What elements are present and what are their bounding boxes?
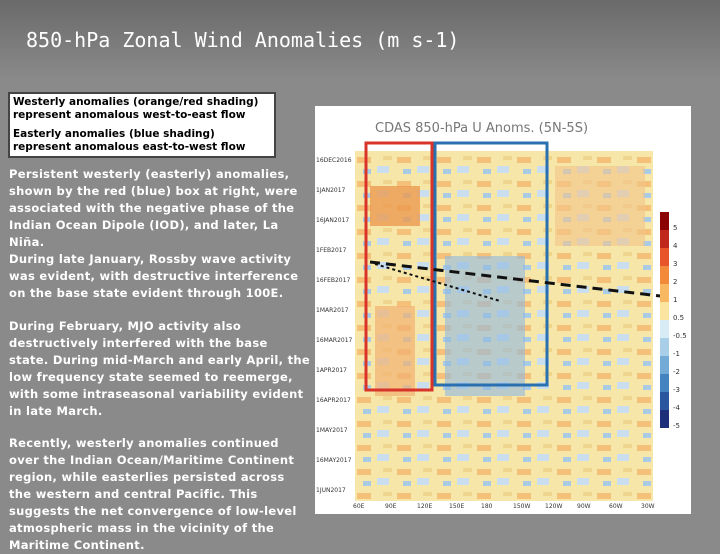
- colorbar-swatch: [660, 284, 669, 302]
- legend-line: Easterly anomalies (blue shading) repres…: [13, 128, 246, 153]
- colorbar-label: -4: [673, 404, 681, 412]
- legend-box: Westerly anomalies (orange/red shading) …: [8, 92, 276, 158]
- longitude-label: 60E: [353, 503, 365, 510]
- colorbar-label: 1: [673, 296, 677, 304]
- figure-title: CDAS 850-hPa U Anoms. (5N-5S): [375, 121, 588, 136]
- date-label: 1MAR2017: [316, 307, 349, 314]
- colorbar-label: -2: [673, 368, 680, 376]
- date-label: 16FEB2017: [316, 277, 350, 284]
- date-label: 16JAN2017: [316, 217, 349, 224]
- date-label: 1APR2017: [316, 367, 347, 374]
- colorbar-swatch: [660, 410, 669, 428]
- date-label: 1JAN2017: [316, 187, 346, 194]
- longitude-label: 90W: [577, 503, 591, 510]
- colorbar-swatch: [660, 356, 669, 374]
- longitude-label: 120E: [417, 503, 432, 510]
- colorbar-label: 0.5: [673, 314, 684, 322]
- longitude-label: 60W: [609, 503, 623, 510]
- shading: [555, 166, 645, 246]
- longitude-label: 120W: [545, 503, 562, 510]
- colorbar-swatch: [660, 266, 669, 284]
- wave-line: [374, 263, 501, 302]
- colorbar-swatch: [660, 230, 669, 248]
- date-label: 16APR2017: [316, 397, 351, 404]
- colorbar-swatch: [660, 212, 669, 230]
- colorbar-label: 5: [673, 224, 677, 232]
- colorbar-label: -1: [673, 350, 680, 358]
- title-band: [0, 0, 720, 80]
- hovmoller-figure: CDAS 850-hPa U Anoms. (5N-5S) 5 4 3 2 1 0.5 -0…: [315, 106, 691, 514]
- longitude-label: 30W: [641, 503, 655, 510]
- legend-line: Westerly anomalies (orange/red shading) …: [13, 96, 259, 121]
- date-label: 1MAY2017: [316, 427, 348, 434]
- date-label: 16MAY2017: [316, 457, 352, 464]
- wave-line: [369, 260, 661, 298]
- colorbar-label: 2: [673, 278, 677, 286]
- colorbar-swatch: [660, 392, 669, 410]
- colorbar-label: -3: [673, 386, 680, 394]
- colorbar-label: -0.5: [673, 332, 687, 340]
- shading: [370, 186, 420, 226]
- paragraph: Recently, westerly anomalies continued o…: [9, 436, 297, 552]
- shading: [375, 306, 415, 396]
- date-label: 1JUN2017: [316, 487, 346, 494]
- colorbar-swatch: [660, 374, 669, 392]
- westerly-box: [364, 141, 434, 392]
- easterly-box: [433, 141, 549, 387]
- colorbar-swatch: [660, 338, 669, 356]
- date-label: 16MAR2017: [316, 337, 353, 344]
- colorbar-swatch: [660, 302, 669, 320]
- longitude-label: 90E: [385, 503, 397, 510]
- longitude-label: 180: [481, 503, 493, 510]
- paragraph: During February, MJO activity also destr…: [9, 319, 310, 418]
- longitude-label: 150W: [513, 503, 530, 510]
- colorbar: 5 4 3 2 1 0.5 -0.5 -1 -2 -3 -4 -5: [660, 212, 687, 430]
- colorbar-label: 4: [673, 242, 678, 250]
- shading: [445, 256, 525, 396]
- colorbar-swatch: [660, 320, 669, 338]
- colorbar-label: 3: [673, 260, 677, 268]
- colorbar-label: -5: [673, 422, 680, 430]
- date-label: 16DEC2016: [316, 157, 352, 164]
- paragraph: Persistent westerly (easterly) anomalies…: [9, 167, 298, 249]
- colorbar-swatch: [660, 248, 669, 266]
- slide-title: 850-hPa Zonal Wind Anomalies (m s-1): [26, 28, 460, 52]
- longitude-label: 150E: [449, 503, 464, 510]
- paragraph: During late January, Rossby wave activit…: [9, 252, 299, 300]
- date-label: 1FEB2017: [316, 247, 347, 254]
